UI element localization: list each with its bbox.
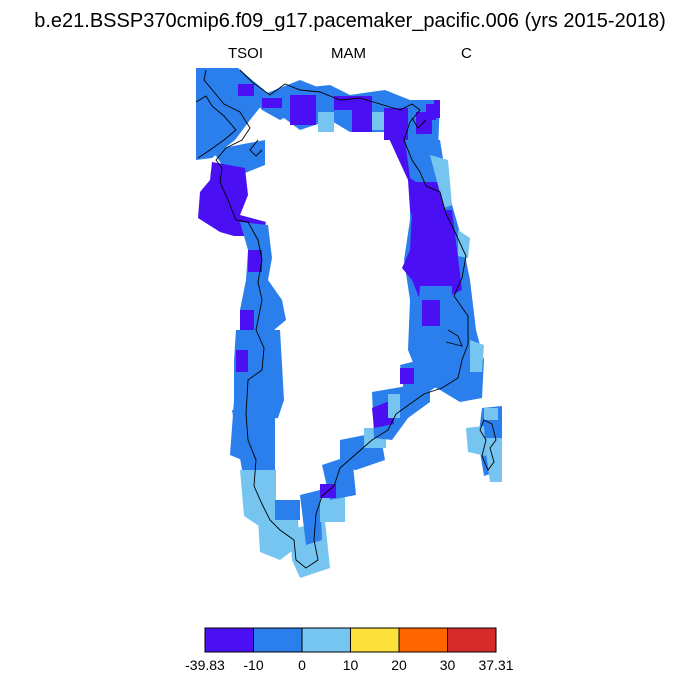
grid-cell <box>484 408 498 420</box>
grid-cell <box>275 500 300 520</box>
grid-cell <box>198 162 266 236</box>
colorbar-tick-label: 20 <box>391 657 407 673</box>
colorbar-tick-label: -39.83 <box>185 657 225 673</box>
coastline-topleft <box>195 95 237 159</box>
units-label: C <box>461 45 472 62</box>
grid-cell <box>238 84 254 96</box>
coastline-main <box>203 69 469 569</box>
grid-cell <box>400 368 414 384</box>
colorbar-tick-label: 0 <box>298 657 306 673</box>
grid-cell <box>388 394 400 418</box>
colorbar-tick-label: -10 <box>243 657 263 673</box>
grid-cell <box>422 300 440 326</box>
grid-cell <box>458 230 470 258</box>
coastal-grid-cells <box>196 68 502 578</box>
grid-cell <box>236 350 248 372</box>
colorbar-tick-label: 10 <box>343 657 359 673</box>
colorbar-box <box>253 627 303 653</box>
grid-cell <box>372 112 384 130</box>
grid-cell <box>248 250 262 272</box>
grid-cell <box>426 104 436 120</box>
grid-cell <box>466 426 486 456</box>
grid-cell <box>262 98 282 108</box>
plot-title: b.e21.BSSP370cmip6.f09_g17.pacemaker_pac… <box>34 10 666 32</box>
season-label: MAM <box>331 45 366 62</box>
coastline-fjord-ne <box>411 117 427 129</box>
colorbar-box <box>447 627 497 653</box>
grid-cell <box>402 210 462 300</box>
grid-cell <box>290 95 316 125</box>
variable-label: TSOI <box>228 45 264 62</box>
grid-cell <box>470 340 484 372</box>
colorbar-box <box>350 627 400 653</box>
grid-cell <box>320 495 345 522</box>
coastline-island <box>479 419 497 471</box>
grid-cell <box>334 96 372 132</box>
grid-cell <box>318 112 334 132</box>
colorbar-tick-label: 37.31 <box>478 657 513 673</box>
grid-cell <box>434 100 440 118</box>
coastline <box>195 69 497 569</box>
colorbar-box <box>204 627 254 653</box>
colorbar-box <box>398 627 448 653</box>
grid-cell <box>430 155 452 208</box>
grid-cell <box>258 520 300 560</box>
colorbar-tick-label: 30 <box>440 657 456 673</box>
coastline-fjord-e <box>445 329 463 347</box>
grid-cell <box>300 490 322 545</box>
grid-cell <box>232 410 275 478</box>
colorbar-box <box>301 627 351 653</box>
coastline-fjord-w <box>249 139 263 157</box>
